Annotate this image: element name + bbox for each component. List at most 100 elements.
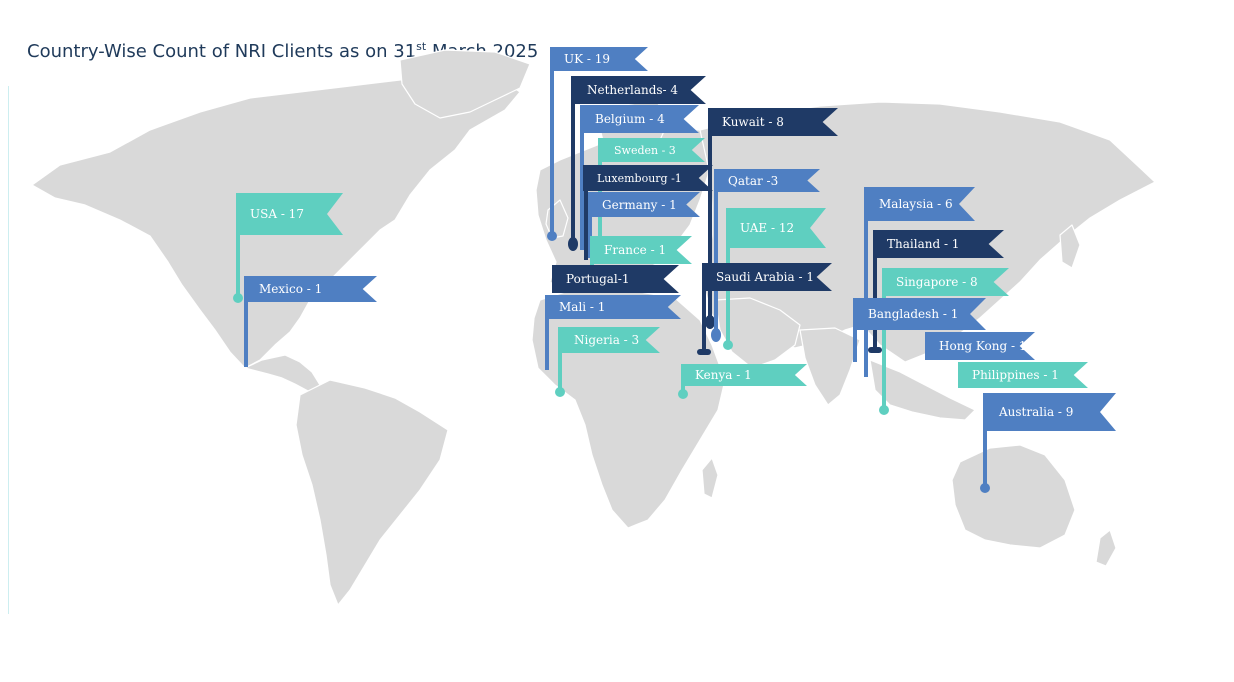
flag-label-malaysia: Malaysia - 6 xyxy=(879,197,953,211)
landmass-australia xyxy=(951,444,1076,549)
flag-banner-sweden xyxy=(600,138,705,162)
landmass-madagascar xyxy=(701,457,719,499)
flag-kenya: Kenya - 1 xyxy=(681,364,807,386)
landmass-south-america xyxy=(295,379,449,606)
flag-netherlands: Netherlands- 4 xyxy=(573,76,706,104)
location-pin-kenya xyxy=(678,389,688,399)
flag-label-uk: UK - 19 xyxy=(564,52,611,66)
flag-germany: Germany - 1 xyxy=(588,192,700,217)
flag-banner-qatar xyxy=(714,169,820,192)
flag-banner-netherlands xyxy=(573,76,706,104)
flag-banner-nigeria xyxy=(560,327,660,353)
flag-pole-singapore xyxy=(882,268,886,410)
flag-luxembourg: Luxembourg -1 xyxy=(583,165,713,191)
flag-label-kenya: Kenya - 1 xyxy=(695,368,752,382)
flag-mexico: Mexico - 1 xyxy=(245,276,377,302)
landmass-greenland xyxy=(399,49,531,119)
flag-label-bangladesh: Bangladesh - 1 xyxy=(868,307,959,321)
location-pin-usa xyxy=(233,293,243,303)
flag-singapore: Singapore - 8 xyxy=(882,268,1009,296)
location-pin-nigeria xyxy=(555,387,565,397)
location-pin-australia xyxy=(980,483,990,493)
flag-pole-thailand xyxy=(873,230,877,350)
flag-pole-nigeria xyxy=(558,327,562,392)
flag-bangladesh: Bangladesh - 1 xyxy=(854,298,986,330)
flag-banner-philippines xyxy=(958,362,1088,388)
flag-pole-saudi xyxy=(702,263,706,352)
flag-nigeria: Nigeria - 3 xyxy=(560,327,660,353)
flag-malaysia: Malaysia - 6 xyxy=(865,187,975,221)
flag-pole-kuwait xyxy=(708,108,712,322)
flag-label-germany: Germany - 1 xyxy=(602,197,677,212)
location-pin-saudi xyxy=(697,349,711,355)
flag-qatar: Qatar -3 xyxy=(714,169,820,192)
title-main: Country-Wise Count of NRI Clients as on … xyxy=(27,41,417,62)
flag-saudi: Saudi Arabia - 1 xyxy=(702,263,832,291)
flag-label-mexico: Mexico - 1 xyxy=(259,282,323,296)
flag-banner-saudi xyxy=(702,263,832,291)
flag-pole-netherlands xyxy=(571,76,575,244)
flag-australia: Australia - 9 xyxy=(985,393,1116,431)
location-pin-thailand xyxy=(868,347,882,353)
location-pin-kuwait xyxy=(705,315,715,329)
flag-banner-kuwait xyxy=(708,108,838,136)
flag-banner-uae xyxy=(726,208,826,248)
flag-label-portugal: Portugal-1 xyxy=(566,272,630,286)
flag-banner-luxembourg xyxy=(583,165,713,191)
flag-label-thailand: Thailand - 1 xyxy=(887,237,960,251)
location-pin-singapore xyxy=(879,405,889,415)
flag-label-saudi: Saudi Arabia - 1 xyxy=(716,270,814,284)
location-pin-qatar xyxy=(711,328,721,342)
flag-banner-france xyxy=(590,236,692,264)
flag-label-luxembourg: Luxembourg -1 xyxy=(597,171,682,185)
flag-label-uae: UAE - 12 xyxy=(740,221,795,235)
flag-usa: USA - 17 xyxy=(236,193,343,235)
flag-pole-bangladesh xyxy=(853,298,857,362)
flag-philippines: Philippines - 1 xyxy=(958,362,1088,388)
flag-pole-belgium xyxy=(580,105,584,250)
flag-banner-bangladesh xyxy=(854,298,986,330)
flag-uae: UAE - 12 xyxy=(726,208,826,248)
landmass-new-zealand xyxy=(1095,529,1117,567)
flag-label-singapore: Singapore - 8 xyxy=(896,275,978,289)
title-superscript: st xyxy=(416,40,427,53)
location-pin-netherlands xyxy=(568,237,578,251)
flag-kuwait: Kuwait - 8 xyxy=(708,108,838,136)
landmass-india xyxy=(799,327,861,406)
flag-pole-usa xyxy=(236,193,240,298)
flag-mali: Mali - 1 xyxy=(545,295,681,319)
flag-banner-portugal xyxy=(552,265,679,293)
flag-banner-thailand xyxy=(873,230,1004,258)
flag-banner-germany xyxy=(588,192,700,217)
flag-banner-australia xyxy=(985,393,1116,431)
flag-pole-malaysia xyxy=(864,187,868,377)
flag-banner-kenya xyxy=(681,364,807,386)
flag-uk: UK - 19 xyxy=(550,47,648,71)
flag-pole-uk xyxy=(550,47,554,236)
flag-hongkong: Hong Kong - 1 xyxy=(925,332,1035,360)
flag-banner-uk xyxy=(550,47,648,71)
flag-pole-luxembourg xyxy=(584,165,588,260)
flag-pole-qatar xyxy=(714,169,718,335)
flag-portugal: Portugal-1 xyxy=(552,265,679,293)
location-pin-uae xyxy=(723,340,733,350)
flag-banner-singapore xyxy=(882,268,1009,296)
flag-label-philippines: Philippines - 1 xyxy=(972,368,1059,382)
flag-thailand: Thailand - 1 xyxy=(873,230,1004,258)
location-pin-uk xyxy=(547,231,557,241)
flag-pole-germany xyxy=(588,192,592,258)
flag-banner-mali xyxy=(545,295,681,319)
flag-label-belgium: Belgium - 4 xyxy=(595,112,665,126)
flag-label-kuwait: Kuwait - 8 xyxy=(722,115,784,129)
flag-pole-australia xyxy=(983,393,987,488)
flag-label-usa: USA - 17 xyxy=(250,207,304,221)
flag-belgium: Belgium - 4 xyxy=(581,105,699,133)
flag-label-nigeria: Nigeria - 3 xyxy=(574,333,640,347)
flag-label-sweden: Sweden - 3 xyxy=(614,143,676,157)
landmass-japan xyxy=(1059,224,1081,269)
left-divider-line xyxy=(8,86,9,614)
flag-banner-mexico xyxy=(245,276,377,302)
flag-label-mali: Mali - 1 xyxy=(559,300,606,314)
flag-label-australia: Australia - 9 xyxy=(999,405,1074,419)
flag-banner-usa xyxy=(236,193,343,235)
